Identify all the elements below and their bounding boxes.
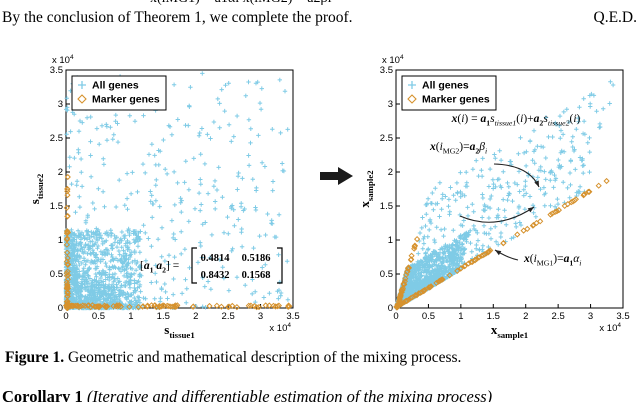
svg-text:x 104: x 104 xyxy=(382,54,404,66)
legend-diamond-marker-icon xyxy=(77,94,87,104)
matrix-value: 0.8432 xyxy=(201,270,230,281)
svg-text:0.5: 0.5 xyxy=(92,311,105,322)
svg-text:xsample1: xsample1 xyxy=(491,322,528,340)
svg-text:3: 3 xyxy=(258,311,263,322)
svg-text:3.5: 3.5 xyxy=(286,311,299,322)
all-genes-points xyxy=(63,71,291,311)
corollary-label: Corollary 1 xyxy=(2,387,83,402)
svg-text:2: 2 xyxy=(193,311,198,322)
svg-text:x(iMG2)=a2βi: x(iMG2)=a2βi xyxy=(429,141,487,155)
svg-text:1: 1 xyxy=(388,235,393,246)
svg-text:x(iMG1)=a1αi: x(iMG1)=a1αi xyxy=(523,253,581,267)
svg-text:x 104: x 104 xyxy=(269,322,291,334)
legend-plus-marker-icon xyxy=(78,81,86,89)
corollary-text: (Iterative and differentiable estimation… xyxy=(82,387,493,402)
svg-text:0.5: 0.5 xyxy=(380,269,393,280)
svg-text:1: 1 xyxy=(58,235,63,246)
svg-text:1.5: 1.5 xyxy=(380,201,393,212)
svg-text:3.5: 3.5 xyxy=(50,65,63,76)
svg-text:0.5: 0.5 xyxy=(422,311,435,322)
matrix-value: 0.5186 xyxy=(242,253,271,264)
svg-text:[a1 a2] =: [a1 a2] = xyxy=(140,260,179,274)
legend-label: All genes xyxy=(92,80,139,92)
legend: All genes Marker genes xyxy=(71,75,167,111)
formula-annotations: x(i) = a1stissue1(i)+a2stissue2(i) x(iMG2… xyxy=(429,113,581,267)
figure-caption-number: Figure 1. xyxy=(5,349,65,366)
marker-genes-points xyxy=(62,173,293,312)
proof-row: By the conclusion of Theorem 1, we compl… xyxy=(2,9,637,27)
qed-text: Q.E.D. xyxy=(593,9,637,26)
svg-text:3: 3 xyxy=(58,99,63,110)
mixing-matrix-annotation: [a1 a2] = 0.4814 0.5186 0.8432 0.1568 xyxy=(140,247,283,284)
matrix-left-bracket xyxy=(191,247,197,284)
clipped-equation-line: x(iMG1) = a1αi x(iMG2) = a2βi xyxy=(150,0,510,8)
matrix-value: 0.4814 xyxy=(201,253,231,264)
svg-text:2.5: 2.5 xyxy=(552,311,565,322)
svg-text:stissue1: stissue1 xyxy=(164,322,194,340)
svg-text:3: 3 xyxy=(388,99,393,110)
svg-text:x(i) = a1stissue1(i)+a2stissue: x(i) = a1stissue1(i)+a2stissue2(i) xyxy=(451,113,581,127)
svg-text:1: 1 xyxy=(458,311,463,322)
marker-genes-points xyxy=(393,177,610,311)
svg-text:2.5: 2.5 xyxy=(50,133,63,144)
matrix-right-bracket xyxy=(277,247,283,284)
legend-label: Marker genes xyxy=(92,94,160,106)
figure-caption: Figure 1. Geometric and mathematical des… xyxy=(5,349,461,367)
svg-text:2: 2 xyxy=(58,167,63,178)
svg-text:x 104: x 104 xyxy=(599,322,621,334)
svg-text:2.5: 2.5 xyxy=(380,133,393,144)
svg-text:3.5: 3.5 xyxy=(616,311,629,322)
svg-text:0: 0 xyxy=(63,311,68,322)
clipped-corollary-line: Corollary 1 (Iterative and differentiabl… xyxy=(2,387,638,402)
svg-text:2.5: 2.5 xyxy=(222,311,235,322)
svg-text:3.5: 3.5 xyxy=(380,65,393,76)
matrix-value: 0.1568 xyxy=(242,270,271,281)
svg-text:2: 2 xyxy=(388,167,393,178)
mixing-arrow-icon xyxy=(320,167,353,185)
figure-caption-text: Geometric and mathematical description o… xyxy=(64,349,462,366)
svg-text:xsample2: xsample2 xyxy=(358,170,375,208)
svg-text:0: 0 xyxy=(388,303,393,314)
svg-text:stissue2: stissue2 xyxy=(28,173,45,204)
svg-text:1.5: 1.5 xyxy=(50,201,63,212)
svg-text:0: 0 xyxy=(393,311,398,322)
legend-diamond-marker-icon xyxy=(407,94,417,104)
svg-text:1.5: 1.5 xyxy=(157,311,170,322)
legend-label: Marker genes xyxy=(422,94,490,106)
legend: All genes Marker genes xyxy=(401,75,497,111)
legend-label: All genes xyxy=(422,80,469,92)
svg-text:0: 0 xyxy=(58,303,63,314)
svg-text:2: 2 xyxy=(523,311,528,322)
svg-text:1: 1 xyxy=(128,311,133,322)
clipped-equation-text: x(iMG1) = a1αi x(iMG2) = a2βi xyxy=(150,0,510,7)
svg-text:1.5: 1.5 xyxy=(487,311,500,322)
svg-text:3: 3 xyxy=(588,311,593,322)
svg-text:0.5: 0.5 xyxy=(50,269,63,280)
svg-text:x 104: x 104 xyxy=(52,54,74,66)
legend-plus-marker-icon xyxy=(408,81,416,89)
proof-text: By the conclusion of Theorem 1, we compl… xyxy=(2,9,353,26)
